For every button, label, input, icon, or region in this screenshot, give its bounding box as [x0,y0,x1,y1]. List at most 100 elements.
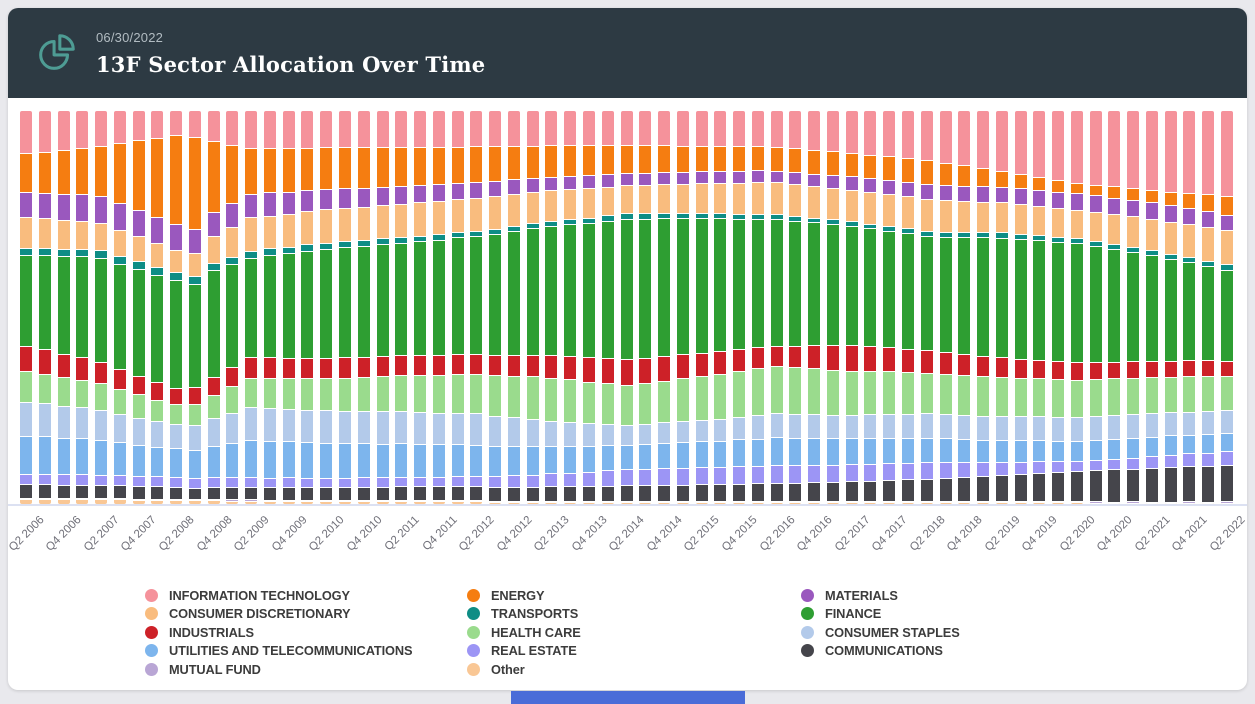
bar-q2-2019[interactable] [995,111,1008,504]
segment-consumer-staples[interactable] [188,424,201,450]
segment-utilities-telecom[interactable] [676,442,689,468]
segment-health-care[interactable] [620,385,633,426]
segment-industrials[interactable] [1033,359,1046,379]
segment-utilities-telecom[interactable] [789,438,802,466]
segment-real-estate[interactable] [714,467,727,485]
bar-q4-2010[interactable] [357,111,370,504]
segment-utilities-telecom[interactable] [188,449,201,479]
bar-q1-2009[interactable] [226,111,239,504]
segment-consumer-staples[interactable] [958,414,971,439]
segment-real-estate[interactable] [395,476,408,487]
segment-other[interactable] [132,499,145,504]
segment-consumer-discretionary[interactable] [1202,227,1215,261]
segment-utilities-telecom[interactable] [639,444,652,469]
segment-consumer-staples[interactable] [151,421,164,447]
segment-communications[interactable] [1183,466,1196,502]
segment-health-care[interactable] [188,403,201,425]
segment-consumer-discretionary[interactable] [432,200,445,235]
segment-utilities-telecom[interactable] [339,443,352,479]
segment-energy[interactable] [733,146,746,172]
segment-communications[interactable] [451,486,464,500]
segment-mutual-fund[interactable] [395,499,408,502]
segment-real-estate[interactable] [151,476,164,487]
segment-health-care[interactable] [151,399,164,422]
segment-mutual-fund[interactable] [57,497,70,500]
segment-communications[interactable] [526,486,539,501]
segment-information-technology[interactable] [188,111,201,138]
bar-q2-2021[interactable] [1145,111,1158,504]
segment-industrials[interactable] [658,355,671,381]
segment-communications[interactable] [733,483,746,501]
segment-transports[interactable] [1145,250,1158,256]
bar-q1-2007[interactable] [76,111,89,504]
segment-materials[interactable] [620,173,633,186]
bar-q2-2013[interactable] [545,111,558,504]
segment-mutual-fund[interactable] [977,501,990,503]
segment-industrials[interactable] [320,357,333,379]
segment-health-care[interactable] [357,376,370,411]
segment-utilities-telecom[interactable] [601,445,614,471]
segment-consumer-staples[interactable] [526,418,539,446]
segment-mutual-fund[interactable] [95,498,108,500]
segment-real-estate[interactable] [826,464,839,482]
segment-consumer-discretionary[interactable] [582,188,595,218]
segment-information-technology[interactable] [132,111,145,141]
segment-information-technology[interactable] [808,111,821,150]
segment-finance[interactable] [432,239,445,355]
segment-real-estate[interactable] [245,476,258,487]
segment-mutual-fund[interactable] [1145,501,1158,503]
segment-communications[interactable] [376,486,389,500]
bar-q3-2016[interactable] [789,111,802,504]
segment-mutual-fund[interactable] [301,499,314,502]
segment-finance[interactable] [245,257,258,357]
bar-q4-2021[interactable] [1183,111,1196,504]
segment-health-care[interactable] [1070,379,1083,418]
segment-materials[interactable] [939,185,952,200]
segment-other[interactable] [76,499,89,504]
segment-energy[interactable] [95,145,108,196]
segment-health-care[interactable] [57,377,70,406]
segment-utilities-telecom[interactable] [564,446,577,473]
segment-utilities-telecom[interactable] [526,445,539,475]
segment-utilities-telecom[interactable] [1108,438,1121,459]
segment-utilities-telecom[interactable] [1014,440,1027,462]
segment-utilities-telecom[interactable] [939,438,952,463]
segment-materials[interactable] [864,178,877,192]
segment-health-care[interactable] [507,375,520,418]
segment-consumer-staples[interactable] [564,422,577,447]
segment-consumer-discretionary[interactable] [958,200,971,233]
segment-materials[interactable] [207,211,220,236]
segment-industrials[interactable] [414,354,427,375]
segment-real-estate[interactable] [751,465,764,484]
segment-consumer-staples[interactable] [132,417,145,445]
legend-item-information-technology[interactable]: INFORMATION TECHNOLOGY [145,588,467,603]
segment-information-technology[interactable] [526,111,539,146]
segment-real-estate[interactable] [789,465,802,483]
segment-industrials[interactable] [339,357,352,378]
segment-information-technology[interactable] [883,111,896,157]
segment-consumer-discretionary[interactable] [1108,214,1121,245]
segment-other[interactable] [1183,502,1196,504]
segment-transports[interactable] [995,232,1008,238]
segment-materials[interactable] [301,190,314,212]
segment-health-care[interactable] [939,373,952,415]
segment-energy[interactable] [432,146,445,184]
segment-finance[interactable] [132,269,145,376]
segment-real-estate[interactable] [282,477,295,487]
segment-mutual-fund[interactable] [939,501,952,503]
segment-other[interactable] [470,501,483,504]
segment-energy[interactable] [676,145,689,172]
segment-materials[interactable] [714,171,727,184]
segment-finance[interactable] [357,245,370,357]
bar-q4-2013[interactable] [582,111,595,504]
segment-finance[interactable] [770,218,783,346]
segment-information-technology[interactable] [1164,111,1177,192]
segment-utilities-telecom[interactable] [245,439,258,477]
segment-consumer-discretionary[interactable] [1183,224,1196,258]
segment-consumer-staples[interactable] [1127,414,1140,438]
segment-transports[interactable] [1070,237,1083,243]
segment-consumer-discretionary[interactable] [714,183,727,214]
segment-health-care[interactable] [301,377,314,410]
segment-industrials[interactable] [38,349,51,374]
segment-utilities-telecom[interactable] [545,446,558,474]
